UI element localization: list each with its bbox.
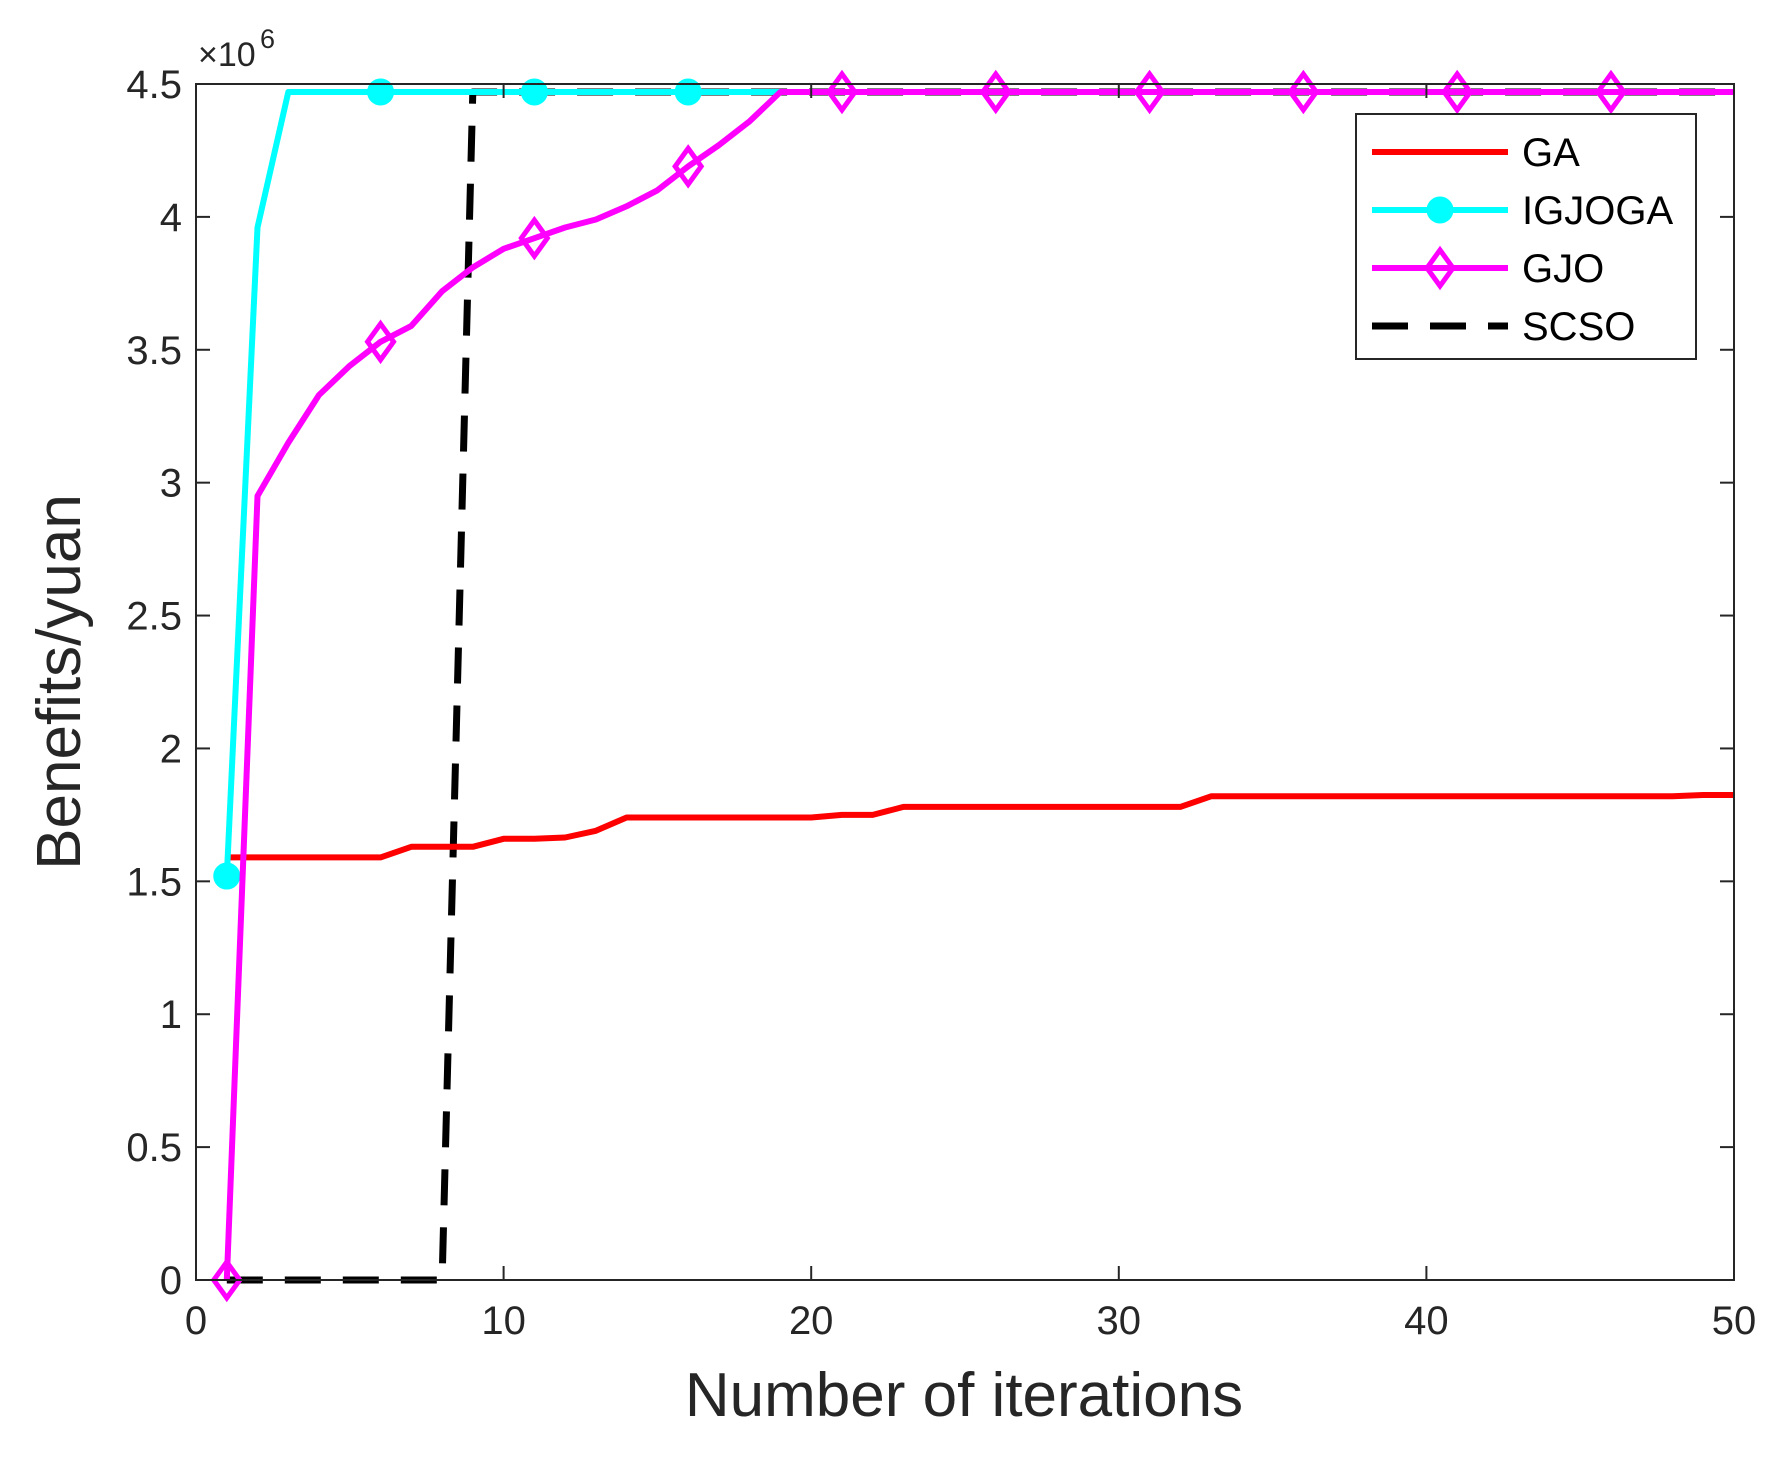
data-point-igjoga [674,78,702,106]
y-scale-multiplier: ×10 [198,36,256,74]
legend-label-ga: GA [1522,131,1580,175]
data-point-gjo [979,69,1012,115]
data-point-gjo [210,1257,243,1303]
legend: GA IGJOGA GJO SCSO [1355,113,1697,360]
data-point-igjoga [520,78,548,106]
plot-area-frame [195,83,1735,1281]
data-point-gjo [1441,69,1474,115]
x-axis-label: Number of iterations [685,1361,1243,1430]
y-tick-label: 1 [160,993,182,1037]
x-tick-label: 30 [1097,1299,1142,1343]
y-tick-label: 3.5 [126,329,182,373]
ticks-layer: 0 10 20 30 40 50 0 0.5 1 1.5 2 2.5 3 3.5 4 4.5 [126,63,1756,1343]
data-point-igjoga [213,862,241,890]
y-tick-label: 0.5 [126,1126,182,1170]
y-tick-label: 4.5 [126,63,182,107]
x-tick-label: 50 [1712,1299,1757,1343]
data-point-gjo [1133,69,1166,115]
y-tick-label: 2.5 [126,595,182,639]
series-line-gjo [223,89,1734,1281]
y-tick-label: 4 [160,196,182,240]
y-tick-label: 0 [160,1259,182,1303]
x-tick-label: 40 [1404,1299,1449,1343]
y-tick-label: 2 [160,727,182,771]
legend-label-gjo: GJO [1522,247,1604,291]
data-point-gjo [672,144,705,189]
y-tick-label: 3 [160,462,182,506]
data-point-gjo [825,69,859,115]
y-scale-exponent: 6 [260,24,275,54]
series-line-ga [226,792,1734,861]
y-axis-label: Benefits/yuan [25,494,94,870]
x-tick-label: 10 [481,1299,526,1343]
legend-marker-gjo [1423,245,1457,291]
data-point-gjo [1594,69,1628,115]
legend-label-scso: SCSO [1522,305,1635,349]
data-point-igjoga [367,78,395,106]
x-tick-label: 0 [185,1299,207,1343]
y-tick-label: 1.5 [126,860,182,904]
legend-label-igjoga: IGJOGA [1522,189,1673,233]
legend-marker-igjoga [1426,196,1454,224]
data-point-gjo [1287,69,1320,115]
data-point-gjo [364,319,397,365]
x-tick-label: 20 [789,1299,834,1343]
data-point-gjo [518,215,551,261]
